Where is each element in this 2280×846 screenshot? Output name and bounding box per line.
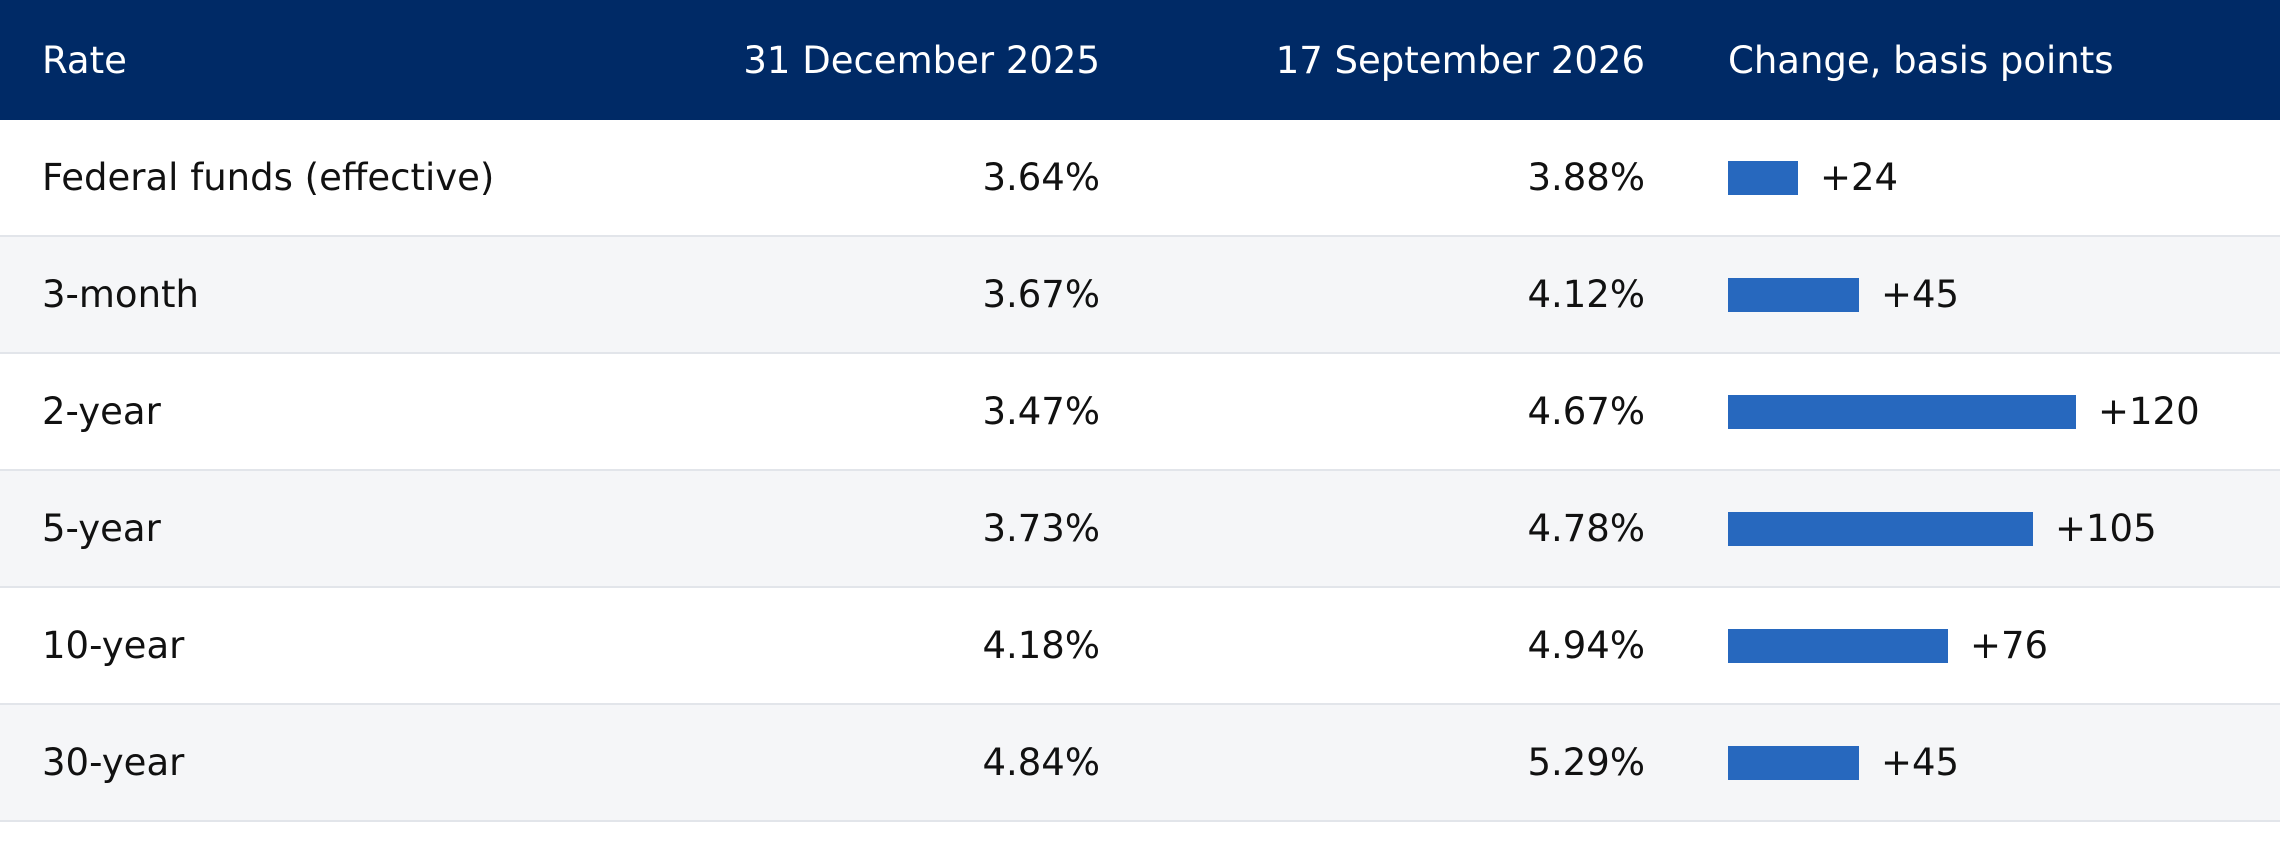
- rate-value-sep-2026: 4.12%: [1527, 273, 1645, 316]
- change-bar: [1728, 511, 2033, 546]
- rate-value-sep-2026: 4.94%: [1527, 624, 1645, 667]
- change-label: +120: [2098, 390, 2200, 433]
- rate-value-dec-2025: 3.64%: [982, 156, 1100, 199]
- change-label: +24: [1820, 156, 1899, 199]
- header-rate: Rate: [42, 38, 127, 82]
- table-row: 10-year 4.18% 4.94% +76: [0, 588, 2280, 705]
- rate-name: Federal funds (effective): [42, 156, 495, 199]
- header-change: Change, basis points: [1728, 38, 2114, 82]
- change-label: +45: [1881, 273, 1960, 316]
- rate-value-sep-2026: 3.88%: [1527, 156, 1645, 199]
- change-bar: [1728, 628, 1948, 663]
- rate-name: 10-year: [42, 624, 185, 667]
- table-row: 2-year 3.47% 4.67% +120: [0, 354, 2280, 471]
- rate-value-dec-2025: 4.84%: [982, 741, 1100, 784]
- rate-name: 5-year: [42, 507, 161, 550]
- rate-value-dec-2025: 3.73%: [982, 507, 1100, 550]
- change-label: +45: [1881, 741, 1960, 784]
- rate-name: 3-month: [42, 273, 199, 316]
- change-label: +76: [1970, 624, 2049, 667]
- rate-name: 30-year: [42, 741, 185, 784]
- table-row: 5-year 3.73% 4.78% +105: [0, 471, 2280, 588]
- rate-value-sep-2026: 5.29%: [1527, 741, 1645, 784]
- rate-value-dec-2025: 4.18%: [982, 624, 1100, 667]
- rate-value-dec-2025: 3.67%: [982, 273, 1100, 316]
- header-date-2: 17 September 2026: [1275, 38, 1645, 82]
- table-header: Rate 31 December 2025 17 September 2026 …: [0, 0, 2280, 120]
- change-bar: [1728, 745, 1859, 780]
- header-date-1: 31 December 2025: [743, 38, 1100, 82]
- rate-value-sep-2026: 4.78%: [1527, 507, 1645, 550]
- change-bar: [1728, 160, 1798, 195]
- rate-value-dec-2025: 3.47%: [982, 390, 1100, 433]
- table-row: 30-year 4.84% 5.29% +45: [0, 705, 2280, 822]
- change-bar: [1728, 277, 1859, 312]
- rate-name: 2-year: [42, 390, 161, 433]
- rate-value-sep-2026: 4.67%: [1527, 390, 1645, 433]
- change-label: +105: [2055, 507, 2157, 550]
- rates-table: Rate 31 December 2025 17 September 2026 …: [0, 0, 2280, 822]
- change-bar: [1728, 394, 2076, 429]
- table-row: 3-month 3.67% 4.12% +45: [0, 237, 2280, 354]
- table-row: Federal funds (effective) 3.64% 3.88% +24: [0, 120, 2280, 237]
- table-body: Federal funds (effective) 3.64% 3.88% +24 3-…: [0, 120, 2280, 822]
